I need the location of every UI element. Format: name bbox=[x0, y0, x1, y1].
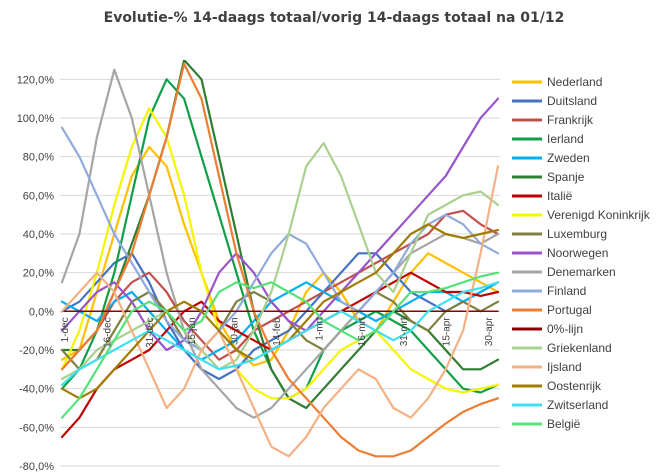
legend-label: Ierland bbox=[547, 132, 584, 146]
y-tick-label: 100,0% bbox=[17, 113, 55, 125]
series-line-15 bbox=[60, 165, 500, 458]
x-tick-label: 30-apr bbox=[484, 317, 495, 347]
x-tick-label: 31-dec bbox=[145, 317, 156, 348]
legend-label: Oostenrijk bbox=[547, 379, 602, 393]
legend: Nederland Duitsland Frankrijk Ierland Zweden… bbox=[512, 75, 651, 431]
legend-label: Duitsland bbox=[547, 94, 597, 108]
chart-title: Evolutie-% 14-daags totaal/vorig 14-daag… bbox=[104, 10, 565, 26]
y-tick-label: -60,0% bbox=[19, 422, 54, 434]
y-axis-tick-labels: 120,0% 100,0% 80,0% 60,0% 40,0% 20,0% 0,0% -20,… bbox=[17, 74, 55, 473]
y-tick-label: 0,0% bbox=[29, 306, 54, 318]
legend-label: Spanje bbox=[547, 170, 585, 184]
y-tick-label: 80,0% bbox=[23, 152, 54, 164]
legend-label: Denemarken bbox=[547, 265, 616, 279]
y-tick-label: -20,0% bbox=[19, 345, 54, 357]
x-tick-label: 16-mrt bbox=[357, 317, 368, 346]
legend-label: Zweden bbox=[547, 151, 590, 165]
x-axis-tick-labels: 1-dec 16-dec 31-dec 15-jan 30-jan 14-feb 1-mrt… bbox=[60, 317, 495, 348]
legend-label: Luxemburg bbox=[547, 227, 607, 241]
legend-label: Portugal bbox=[547, 303, 592, 317]
series-line-2 bbox=[60, 209, 500, 371]
legend-label: Nederland bbox=[547, 75, 602, 89]
y-tick-label: 20,0% bbox=[23, 268, 54, 280]
x-tick-label: 30-jan bbox=[230, 317, 241, 345]
y-tick-label: -40,0% bbox=[19, 384, 54, 396]
x-tick-label: 14-feb bbox=[272, 317, 283, 346]
series-lines bbox=[60, 60, 500, 458]
series-line-17 bbox=[60, 281, 500, 386]
x-tick-label: 16-dec bbox=[102, 317, 113, 348]
legend-label: Frankrijk bbox=[547, 113, 594, 127]
legend-label: Finland bbox=[547, 284, 586, 298]
legend-label: België bbox=[547, 417, 581, 431]
y-tick-label: 120,0% bbox=[17, 74, 55, 86]
legend-label: Zwitserland bbox=[547, 398, 608, 412]
series-line-4 bbox=[60, 281, 500, 361]
series-line-10 bbox=[60, 68, 500, 419]
x-tick-label: 15-jan bbox=[187, 317, 198, 345]
legend-label: Noorwegen bbox=[547, 246, 608, 260]
y-tick-label: -80,0% bbox=[19, 461, 54, 473]
x-tick-label: 1-mrt bbox=[314, 317, 325, 341]
x-tick-label: 31-mrt bbox=[399, 317, 410, 346]
x-tick-label: 15-apr bbox=[442, 317, 453, 347]
legend-label: Verenigd Koninkrijk bbox=[547, 208, 651, 222]
series-line-18 bbox=[60, 271, 500, 419]
x-tick-label: 1-dec bbox=[60, 317, 71, 342]
series-line-11 bbox=[60, 126, 500, 352]
legend-label: Ijsland bbox=[547, 360, 582, 374]
series-line-12 bbox=[60, 62, 500, 458]
series-line-14 bbox=[60, 142, 500, 381]
y-tick-label: 40,0% bbox=[23, 229, 54, 241]
legend-label: Italië bbox=[547, 189, 573, 203]
gridlines bbox=[60, 78, 500, 467]
legend-label: Griekenland bbox=[547, 341, 612, 355]
y-tick-label: 60,0% bbox=[23, 190, 54, 202]
series-line-1 bbox=[60, 252, 500, 381]
legend-label: 0%-lijn bbox=[547, 322, 583, 336]
